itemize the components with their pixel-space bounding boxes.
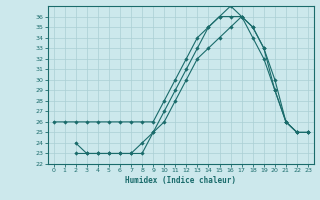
X-axis label: Humidex (Indice chaleur): Humidex (Indice chaleur) <box>125 176 236 185</box>
